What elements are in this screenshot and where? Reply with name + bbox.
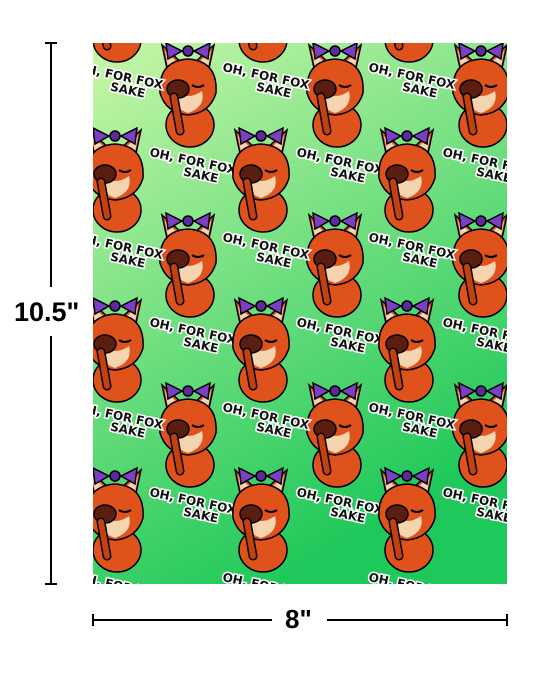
width-label: 8" bbox=[285, 604, 312, 634]
height-label: 10.5" bbox=[14, 297, 80, 327]
pattern-sheet: OH, FOR FOX SAKE OH, FOR FOX SAKE OH, FOR FO… bbox=[93, 43, 507, 584]
